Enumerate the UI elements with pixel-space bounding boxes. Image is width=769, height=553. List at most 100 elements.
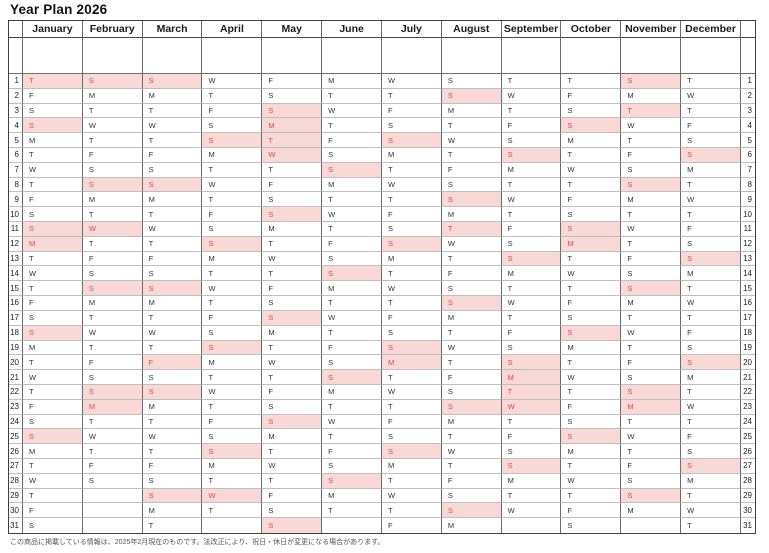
day-cell-november-3: T bbox=[621, 103, 682, 119]
day-cell-march-25: W bbox=[142, 429, 203, 445]
day-cell-november-7: S bbox=[621, 162, 682, 178]
day-cell-july-7: T bbox=[381, 162, 442, 178]
day-cell-february-19: T bbox=[82, 340, 143, 356]
day-cell-october-22: T bbox=[561, 384, 622, 400]
row-number-left: 8 bbox=[9, 177, 23, 193]
day-cell-february-11: W bbox=[82, 222, 143, 237]
spacer-cell-august bbox=[441, 38, 502, 74]
spacer-cell-may bbox=[262, 38, 323, 74]
row-number-left: 13 bbox=[9, 251, 23, 267]
day-cell-february-10: T bbox=[82, 207, 143, 223]
day-cell-december-1: T bbox=[681, 74, 741, 89]
day-cell-november-2: M bbox=[621, 88, 682, 104]
day-cell-july-8: W bbox=[381, 177, 442, 193]
row-number-left: 29 bbox=[9, 488, 23, 504]
day-cell-december-17: T bbox=[681, 310, 741, 326]
day-cell-november-16: M bbox=[621, 296, 682, 311]
day-cell-march-18: W bbox=[142, 325, 203, 341]
day-cell-june-14: S bbox=[322, 266, 382, 282]
row-number-left: 9 bbox=[9, 192, 23, 208]
row-number-right: 22 bbox=[740, 385, 755, 400]
day-cell-october-20: T bbox=[561, 355, 622, 371]
month-header-november: November bbox=[621, 21, 682, 38]
day-cell-july-9: T bbox=[381, 192, 442, 208]
day-cell-december-10: T bbox=[681, 207, 741, 223]
day-cell-march-19: T bbox=[142, 340, 203, 356]
day-cell-april-21: T bbox=[202, 370, 263, 385]
day-cell-february-15: S bbox=[82, 281, 143, 297]
spacer-cell-december bbox=[681, 38, 741, 74]
day-cell-september-11: F bbox=[501, 222, 562, 237]
day-cell-september-10: T bbox=[501, 207, 562, 223]
day-cell-january-9: F bbox=[23, 192, 83, 208]
day-cell-december-7: M bbox=[681, 162, 741, 178]
day-cell-march-29: S bbox=[142, 488, 203, 504]
day-cell-april-29: W bbox=[202, 488, 263, 504]
day-cell-february-5: T bbox=[82, 133, 143, 149]
day-cell-august-8: S bbox=[441, 177, 502, 193]
day-cell-march-1: S bbox=[142, 74, 203, 89]
row-number-right: 6 bbox=[740, 148, 755, 163]
day-cell-february-23: M bbox=[82, 399, 143, 415]
row-number-left: 19 bbox=[9, 340, 23, 356]
day-cell-december-30: W bbox=[681, 503, 741, 519]
day-cell-december-4: F bbox=[681, 118, 741, 134]
day-cell-july-24: F bbox=[381, 414, 442, 430]
day-cell-may-23: S bbox=[262, 399, 323, 415]
day-cell-january-25: S bbox=[23, 429, 83, 445]
day-cell-february-17: T bbox=[82, 310, 143, 326]
day-cell-february-27: F bbox=[82, 458, 143, 474]
day-cell-february-21: S bbox=[82, 370, 143, 385]
day-cell-december-27: S bbox=[681, 458, 741, 474]
corner-cell-right bbox=[740, 21, 755, 38]
day-cell-february-12: T bbox=[82, 236, 143, 252]
day-cell-june-2: T bbox=[322, 88, 382, 104]
day-cell-october-7: W bbox=[561, 162, 622, 178]
day-cell-march-21: S bbox=[142, 370, 203, 385]
day-cell-november-1: S bbox=[621, 74, 682, 89]
day-cell-april-5: S bbox=[202, 133, 263, 149]
day-cell-august-28: F bbox=[441, 473, 502, 489]
day-cell-august-20: T bbox=[441, 355, 502, 371]
day-cell-april-1: W bbox=[202, 74, 263, 89]
day-cell-july-31: F bbox=[382, 518, 442, 533]
day-cell-march-16: M bbox=[142, 296, 203, 311]
day-cell-july-11: S bbox=[381, 222, 442, 237]
month-header-may: May bbox=[262, 21, 323, 38]
spacer-cell-june bbox=[322, 38, 382, 74]
day-cell-december-13: S bbox=[681, 251, 741, 267]
day-cell-january-31: S bbox=[23, 518, 83, 533]
day-cell-august-31: M bbox=[442, 518, 502, 533]
day-cell-september-9: W bbox=[501, 192, 562, 208]
day-cell-october-12: M bbox=[561, 236, 622, 252]
day-cell-december-8: T bbox=[681, 177, 741, 193]
day-cell-january-8: T bbox=[23, 177, 83, 193]
day-cell-august-13: T bbox=[441, 251, 502, 267]
day-cell-january-15: T bbox=[23, 281, 83, 297]
day-cell-april-25: S bbox=[202, 429, 263, 445]
day-cell-november-24: T bbox=[621, 414, 682, 430]
day-cell-may-1: F bbox=[262, 74, 323, 89]
day-cell-september-1: T bbox=[501, 74, 562, 89]
day-cell-september-14: M bbox=[501, 266, 562, 282]
day-cell-june-21: S bbox=[322, 370, 382, 385]
day-cell-august-15: S bbox=[441, 281, 502, 297]
day-cell-december-6: S bbox=[681, 148, 741, 163]
day-cell-june-8: M bbox=[322, 177, 382, 193]
day-cell-february-28: S bbox=[82, 473, 143, 489]
day-cell-august-12: W bbox=[441, 236, 502, 252]
day-cell-december-16: W bbox=[681, 296, 741, 311]
day-cell-june-19: F bbox=[322, 340, 382, 356]
row-number-left: 7 bbox=[9, 162, 23, 178]
day-cell-august-2: S bbox=[441, 88, 502, 104]
row-number-left: 6 bbox=[9, 148, 23, 163]
day-cell-june-6: S bbox=[322, 148, 382, 163]
day-cell-january-1: T bbox=[23, 74, 83, 89]
day-cell-september-22: T bbox=[501, 384, 562, 400]
row-number-right: 15 bbox=[740, 281, 755, 297]
day-cell-september-19: S bbox=[501, 340, 562, 356]
day-cell-september-17: T bbox=[501, 310, 562, 326]
row-number-right: 4 bbox=[740, 118, 755, 134]
row-number-right: 25 bbox=[740, 429, 755, 445]
